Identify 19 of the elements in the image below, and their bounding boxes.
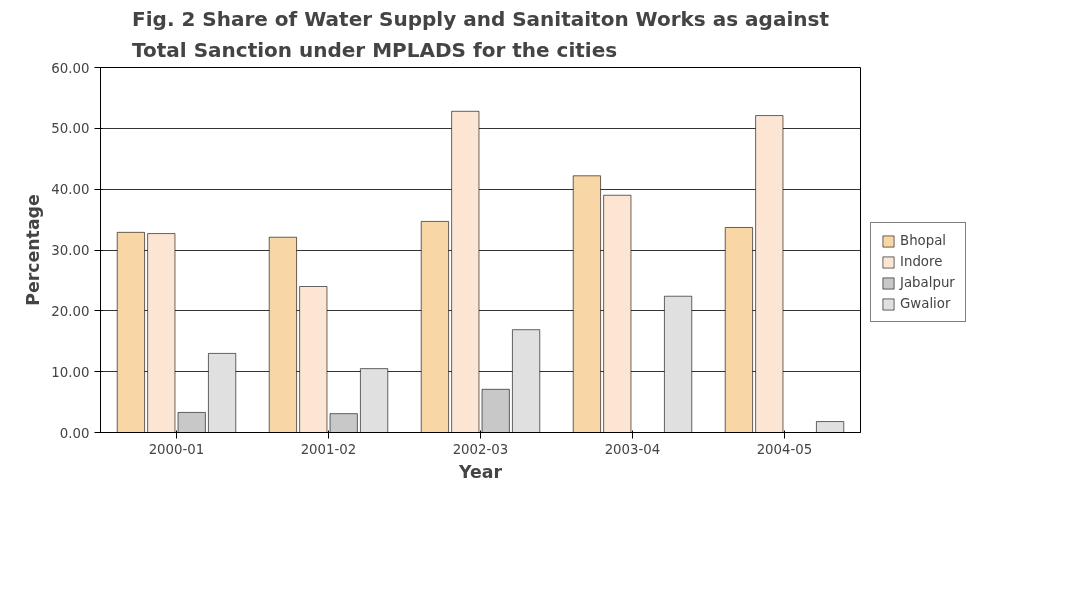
chart-title: Fig. 2 Share of Water Supply and Sanitaiton Works as against Total Sanction under MPLADS for the cities (132, 7, 830, 63)
legend-label: Gwalior (900, 296, 951, 311)
y-axis-title: Percentage (23, 194, 44, 306)
x-tick-label: 2001-02 (300, 441, 357, 457)
legend-label: Indore (900, 254, 943, 269)
x-tick-label: 2000-01 (148, 441, 205, 457)
x-tick-label: 2004-05 (756, 441, 813, 457)
x-tick-label: 2003-04 (604, 441, 661, 457)
y-tick-label: 60.00 (51, 60, 90, 76)
x-tick-label: 2002-03 (452, 441, 509, 457)
legend-label: Bhopal (900, 233, 947, 248)
x-axis-title: Year (458, 461, 503, 482)
y-tick-label: 50.00 (51, 121, 90, 137)
y-tick-label: 10.00 (51, 364, 90, 380)
y-tick-label: 0.00 (59, 425, 90, 441)
y-tick-label: 20.00 (51, 303, 90, 319)
y-tick-label: 30.00 (51, 243, 90, 258)
legend-label: Jabalpur (900, 275, 955, 290)
y-tick-label: 40.00 (51, 182, 90, 198)
